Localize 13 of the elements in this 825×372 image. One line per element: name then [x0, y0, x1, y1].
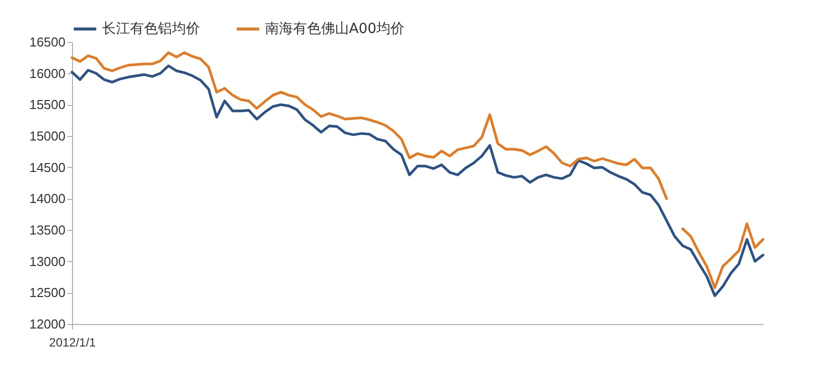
legend-label: 长江有色铝均价 [102, 21, 200, 37]
y-tick-label: 15500 [29, 97, 66, 112]
x-tick-label: 2012/1/1 [49, 336, 96, 350]
legend-label: 南海有色佛山A00均价 [265, 21, 404, 37]
y-tick-label: 13000 [29, 254, 66, 269]
y-tick-label: 15000 [29, 128, 66, 144]
y-tick-label: 14000 [29, 191, 66, 206]
y-tick-label: 16000 [29, 66, 66, 81]
y-tick-label: 13500 [29, 222, 66, 238]
y-tick-label: 16500 [29, 34, 66, 50]
y-tick-label: 14500 [29, 160, 66, 175]
y-tick-label: 12000 [29, 316, 66, 332]
y-tick-label: 12500 [29, 285, 66, 300]
